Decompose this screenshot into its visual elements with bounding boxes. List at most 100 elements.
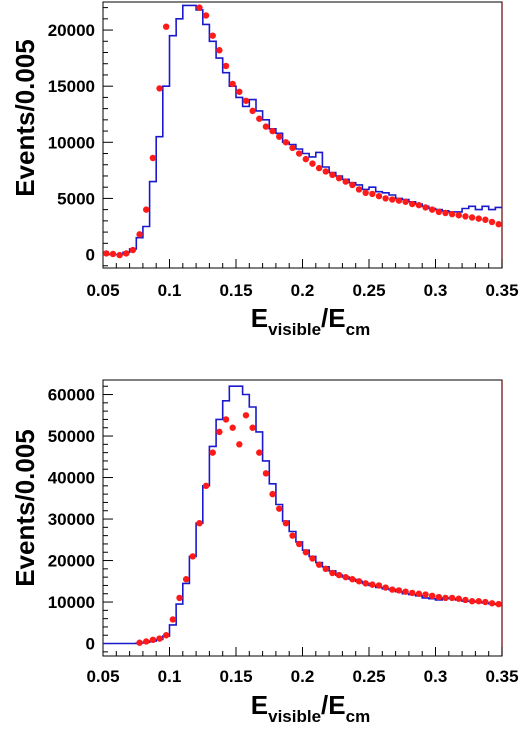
y-tick-label: 50000 — [48, 427, 95, 446]
data-point — [136, 639, 143, 646]
bottom-histogram-panel: 0.05 0.1 0.15 0.2 0.25 0.3 0.35 0 10000 20000 3000… — [10, 379, 519, 726]
data-point — [315, 561, 323, 568]
data-point — [315, 164, 323, 172]
x-tick-label: 0.15 — [219, 667, 252, 686]
data-point — [329, 569, 336, 577]
data-point — [355, 578, 363, 585]
data-point — [462, 596, 469, 604]
x-tick-label: 0.3 — [424, 281, 448, 300]
data-point — [382, 195, 389, 202]
data-point — [236, 88, 243, 95]
data-point — [442, 209, 449, 217]
x-tick-label: 0.05 — [86, 281, 119, 300]
data-point — [249, 424, 256, 431]
data-point — [422, 204, 429, 211]
data-point — [116, 251, 123, 259]
data-point — [475, 215, 482, 222]
data-point — [143, 206, 150, 213]
y-tick-label: 0 — [86, 635, 95, 654]
data-point — [382, 584, 389, 591]
data-point — [123, 250, 130, 257]
data-point — [302, 155, 310, 163]
data-point — [289, 144, 296, 152]
data-point — [428, 206, 436, 213]
y-tick-label: 20000 — [48, 21, 95, 40]
data-point — [362, 189, 369, 197]
data-point — [409, 200, 416, 208]
data-point — [402, 588, 409, 595]
x-tick-label: 0.35 — [485, 281, 518, 300]
data-point — [389, 196, 396, 203]
data-point — [329, 171, 336, 179]
y-tick-label: 10000 — [48, 593, 95, 612]
data-point — [209, 449, 216, 456]
data-point — [455, 595, 462, 602]
data-point — [448, 594, 456, 602]
data-point — [442, 594, 449, 602]
data-point — [342, 178, 349, 185]
data-point — [149, 154, 157, 162]
data-point — [322, 168, 329, 175]
data-point — [488, 600, 496, 607]
data-point — [109, 250, 117, 258]
y-tick-label: 10000 — [48, 133, 95, 152]
data-point — [176, 594, 183, 602]
data-point — [262, 123, 270, 130]
data-point — [369, 581, 376, 588]
data-point — [422, 591, 429, 598]
data-point — [242, 412, 250, 419]
data-point — [335, 571, 343, 579]
data-point — [335, 175, 343, 182]
data-point — [428, 592, 436, 600]
data-point — [369, 190, 376, 198]
data-point — [435, 593, 443, 601]
data-point — [143, 638, 150, 645]
data-point — [349, 181, 356, 189]
data-point — [156, 85, 163, 92]
x-axis-label: Evisible/Ecm — [251, 690, 370, 726]
data-point — [395, 197, 403, 204]
data-point — [482, 216, 489, 223]
data-point — [256, 115, 263, 122]
data-point — [482, 598, 489, 606]
y-tick-label: 60000 — [48, 386, 95, 405]
plot-frame — [102, 379, 503, 657]
data-point — [156, 635, 163, 642]
mc-histogram-line — [103, 385, 502, 645]
data-point — [309, 555, 316, 562]
data-point — [302, 549, 310, 556]
x-tick-label: 0.3 — [424, 667, 448, 686]
data-point — [236, 441, 243, 448]
data-point — [202, 482, 210, 490]
data-point — [322, 565, 329, 573]
data-point — [309, 160, 316, 167]
data-point — [229, 80, 236, 88]
data-point — [468, 214, 476, 221]
data-point — [295, 150, 303, 157]
data-point — [182, 576, 190, 583]
x-tick-label: 0.35 — [485, 667, 518, 686]
data-point — [162, 632, 170, 639]
data-point — [222, 416, 230, 423]
data-point — [249, 107, 256, 115]
data-point — [455, 212, 462, 219]
x-tick-label: 0.05 — [86, 667, 119, 686]
data-point — [103, 250, 110, 257]
data-point — [415, 201, 423, 209]
data-point — [355, 186, 363, 193]
x-axis-label: Evisible/Ecm — [251, 303, 370, 339]
x-tick-label: 0.15 — [219, 281, 252, 300]
data-point — [169, 616, 177, 623]
top-histogram-panel: 0.05 0.1 0.15 0.2 0.25 0.3 0.35 0 5000 10000 15000… — [10, 1, 519, 339]
x-tick-label: 0.25 — [352, 281, 385, 300]
data-point — [282, 519, 290, 527]
data-point — [209, 32, 216, 39]
x-tick-label: 0.2 — [291, 667, 315, 686]
data-point — [495, 221, 502, 228]
mc-histogram-line — [103, 4, 502, 256]
data-point — [216, 47, 223, 54]
data-point — [256, 449, 263, 456]
data-point — [395, 587, 403, 594]
data-point — [129, 246, 137, 254]
data-point — [342, 573, 349, 581]
